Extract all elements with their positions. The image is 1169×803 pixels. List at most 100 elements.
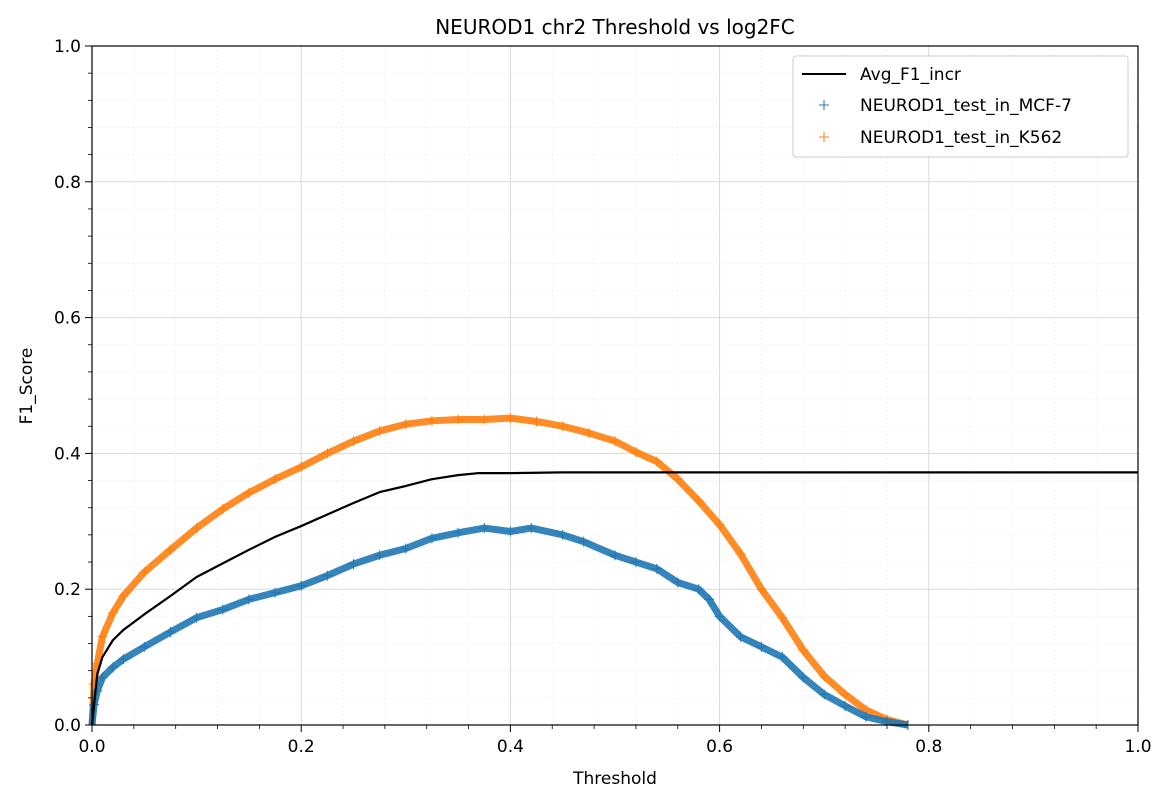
- data-point: [651, 456, 662, 467]
- series-layer: [87, 413, 1138, 730]
- data-point: [426, 415, 437, 426]
- data-point: [651, 563, 662, 574]
- data-point: [118, 590, 129, 601]
- data-point: [840, 689, 851, 700]
- data-point: [693, 495, 704, 506]
- data-point: [714, 611, 725, 622]
- data-point: [735, 548, 746, 559]
- data-point: [296, 580, 307, 591]
- data-point: [693, 584, 704, 595]
- data-point: [630, 557, 641, 568]
- data-point: [348, 559, 359, 570]
- avg-line: [90, 471, 1138, 726]
- data-point: [97, 631, 108, 642]
- data-point: [630, 447, 641, 458]
- legend-label-mcf7: NEUROD1_test_in_MCF-7: [860, 96, 1072, 116]
- y-axis-label: F1_Score: [17, 348, 37, 425]
- data-point: [191, 612, 202, 623]
- data-point: [819, 689, 830, 700]
- minor-grid: [92, 46, 1138, 725]
- y-axis: 0.0 0.2 0.4 0.6 0.8 1.0: [54, 37, 92, 736]
- chart-title: NEUROD1 chr2 Threshold vs log2FC: [435, 15, 795, 39]
- legend-label-avg: Avg_F1_incr: [860, 65, 961, 85]
- plot-frame: [91, 45, 1139, 726]
- data-point: [610, 436, 620, 447]
- data-point: [107, 607, 118, 618]
- x-tick-label: 0.6: [706, 737, 733, 757]
- data-point: [704, 594, 715, 605]
- data-point: [270, 587, 281, 598]
- data-point: [97, 672, 108, 683]
- series-band: [88, 524, 909, 729]
- data-point: [243, 487, 254, 498]
- legend: Avg_F1_incr NEUROD1_test_in_MCF-7 NEUROD…: [792, 55, 1129, 158]
- data-point: [861, 711, 872, 722]
- data-point: [526, 523, 537, 534]
- data-point: [714, 519, 725, 530]
- series-k562: [87, 413, 913, 730]
- x-tick-label: 0.8: [915, 737, 942, 757]
- data-point: [191, 523, 202, 534]
- x-axis-label: Threshold: [572, 769, 657, 789]
- data-point: [777, 652, 788, 663]
- data-point: [479, 523, 490, 534]
- data-point: [118, 654, 129, 665]
- data-point: [840, 700, 851, 711]
- data-point: [453, 527, 464, 538]
- data-point: [270, 474, 281, 485]
- data-point: [583, 428, 594, 439]
- y-tick-label: 0.6: [54, 309, 81, 329]
- x-tick-label: 0.2: [288, 737, 315, 757]
- data-point: [505, 413, 516, 424]
- y-tick-label: 0.2: [54, 580, 81, 600]
- data-point: [165, 544, 176, 555]
- data-point: [578, 536, 589, 547]
- legend-box: [792, 55, 1129, 158]
- legend-label-k562: NEUROD1_test_in_K562: [860, 128, 1062, 148]
- data-point: [479, 414, 490, 425]
- data-point: [672, 474, 683, 485]
- x-tick-label: 1.0: [1124, 737, 1151, 757]
- legend-marker-mcf7: [819, 100, 829, 110]
- data-point: [322, 570, 333, 581]
- data-point: [165, 626, 176, 637]
- series-avg: [90, 471, 1138, 726]
- data-point: [735, 631, 746, 642]
- data-point: [296, 461, 307, 472]
- data-point: [348, 436, 359, 447]
- data-point: [756, 584, 767, 595]
- data-point: [217, 604, 228, 615]
- series-mcf7: [87, 523, 913, 730]
- data-point: [374, 550, 385, 561]
- data-point: [531, 416, 542, 427]
- data-point: [610, 550, 620, 561]
- data-point: [426, 533, 437, 544]
- data-point: [798, 645, 809, 656]
- data-point: [672, 577, 683, 588]
- data-point: [374, 425, 385, 436]
- data-point: [798, 672, 809, 683]
- series-band: [88, 414, 909, 729]
- legend-plus: [819, 100, 829, 110]
- data-point: [243, 594, 254, 605]
- data-point: [107, 662, 118, 673]
- data-point: [400, 543, 411, 554]
- x-tick-label: 0.0: [78, 737, 105, 757]
- data-point: [400, 419, 411, 430]
- data-point: [557, 529, 568, 540]
- data-point: [453, 414, 464, 425]
- y-tick-label: 0.0: [54, 716, 81, 736]
- data-point: [139, 567, 150, 578]
- data-point: [322, 448, 333, 459]
- y-tick-label: 0.4: [54, 444, 81, 464]
- data-point: [92, 686, 103, 697]
- x-tick-label: 0.4: [497, 737, 524, 757]
- data-point: [505, 526, 516, 537]
- y-tick-label: 0.8: [54, 173, 81, 193]
- data-point: [777, 612, 788, 623]
- data-point: [756, 641, 767, 652]
- legend-plus: [819, 132, 829, 142]
- legend-marker-k562: [819, 132, 829, 142]
- x-axis: 0.0 0.2 0.4 0.6 0.8 1.0: [78, 725, 1152, 757]
